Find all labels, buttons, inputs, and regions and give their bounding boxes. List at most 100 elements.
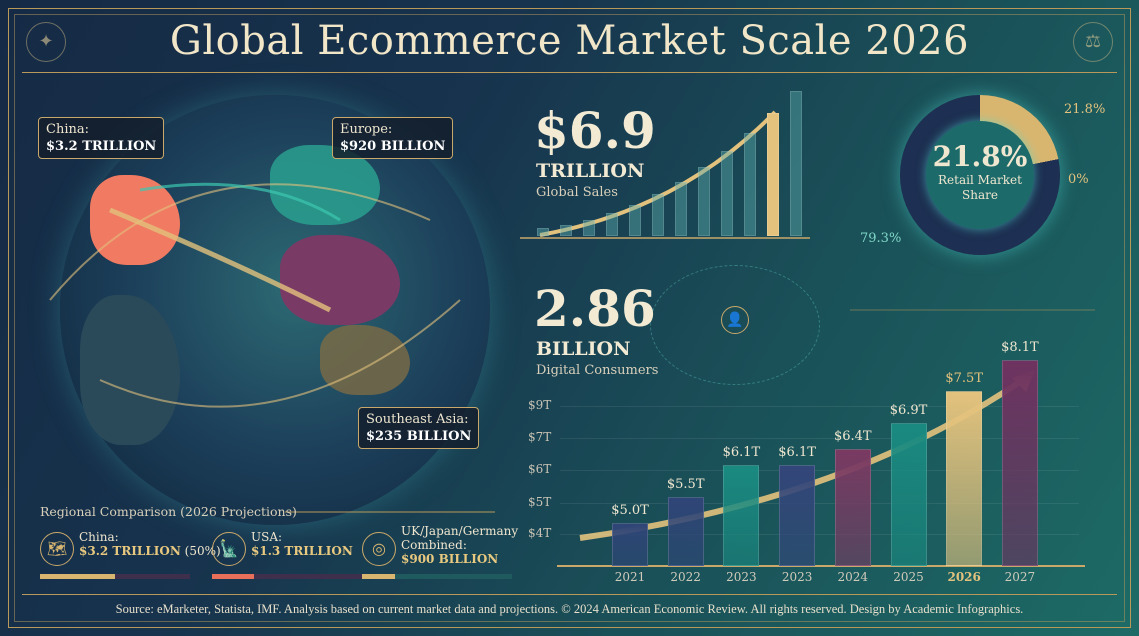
bar-2021: [612, 522, 648, 566]
x-tick-label: 2023: [781, 570, 813, 584]
region-bar-fill: [40, 574, 115, 579]
x-tick-label: 2026: [947, 570, 981, 584]
bar-value-label: $6.9T: [889, 402, 928, 418]
region-value: $1.3 TRILLION: [251, 544, 353, 558]
x-tick-label: 2023: [726, 570, 757, 584]
footer-divider: [22, 594, 1117, 595]
y-tick-label: $5T: [528, 495, 552, 509]
region-item: USA: $1.3 TRILLION: [251, 530, 381, 558]
region-item: China: $3.2 TRILLION (50%): [79, 530, 221, 558]
bar-2025: [890, 422, 927, 566]
trend-bar: [606, 213, 618, 236]
bar-value-label: $5.0T: [611, 502, 649, 518]
bar-2023: [779, 465, 816, 566]
x-tick-label: 2025: [893, 570, 924, 584]
sea-value: $235 BILLION: [366, 429, 472, 444]
bar-value-label: $7.5T: [945, 371, 983, 387]
trend-bar: [675, 181, 687, 236]
gridline: [560, 503, 1079, 504]
divider: [22, 72, 1117, 73]
trend-bar: [767, 113, 779, 236]
trend-bar: [537, 228, 549, 236]
region-bar-track: [40, 574, 190, 579]
sales-value: $6.9: [534, 101, 656, 160]
trend-bar: [790, 91, 802, 236]
europe-value: $920 BILLION: [340, 139, 446, 154]
region-bar-track: [362, 574, 512, 579]
bar-value-label: $6.1T: [778, 445, 816, 460]
europe-callout: Europe: $920 BILLION: [332, 117, 454, 159]
sea-region: [320, 325, 410, 395]
china-callout: China: $3.2 TRILLION: [38, 117, 165, 159]
x-tick-label: 2021: [614, 570, 646, 584]
y-tick-label: $4T: [528, 526, 552, 540]
region-icon-0: 🗺: [40, 532, 74, 566]
trend-bar: [721, 151, 733, 236]
region-value: $900 BILLION: [401, 552, 499, 566]
share-rest-label: 79.3%: [860, 231, 902, 246]
gridline: [560, 438, 1079, 439]
china-label: China:: [46, 122, 89, 137]
regional-heading: Regional Comparison (2026 Projections): [40, 504, 297, 519]
y-tick-label: $7T: [528, 430, 552, 444]
region-value: $3.2 TRILLION: [79, 544, 181, 558]
bar-2023: [723, 465, 760, 566]
share-zero-label: 0%: [1068, 172, 1089, 187]
region-icon-2: ◎: [362, 532, 396, 566]
region-bar-fill: [362, 574, 395, 579]
trend-bar: [652, 194, 664, 236]
china-value: $3.2 TRILLION: [46, 139, 157, 154]
network-graphic: 👤: [650, 265, 820, 385]
region-item: UK/Japan/Germany Combined: $900 BILLION: [401, 524, 521, 566]
trend-bar: [560, 225, 572, 236]
y-tick-label: $6T: [528, 462, 552, 476]
bar-value-label: $6.4T: [833, 429, 872, 445]
globe-map: [60, 95, 490, 525]
share-top-label: 21.8%: [1064, 102, 1106, 117]
trend-bar: [698, 167, 710, 236]
share-label-2: Share: [962, 188, 998, 202]
page-title: Global Ecommerce Market Scale 2026: [169, 18, 970, 64]
consumers-unit: BILLION: [536, 338, 631, 360]
footer-source: Source: eMarketer, Statista, IMF. Analys…: [115, 602, 1024, 616]
bar-value-label: $6.1T: [722, 445, 761, 460]
bar-2026: [946, 391, 983, 566]
y-tick-label: $9T: [528, 398, 552, 412]
china-region: [280, 235, 400, 325]
scales-icon: ⚖: [1073, 22, 1113, 62]
gridline: [560, 406, 1079, 407]
europe-label: Europe:: [340, 122, 393, 137]
consumers-label: Digital Consumers: [536, 363, 659, 378]
trend-bar: [744, 133, 756, 236]
x-tick-label: 2024: [837, 570, 869, 584]
region-bar-fill: [212, 574, 254, 579]
bar-value-label: $5.5T: [666, 476, 705, 492]
x-tick-label: 2027: [1004, 570, 1036, 584]
sales-label: Global Sales: [536, 185, 618, 200]
region-name: UK/Japan/Germany Combined:: [401, 524, 519, 552]
share-label-1: Retail Market: [938, 173, 1022, 187]
region-bar-track: [212, 574, 362, 579]
sales-unit: TRILLION: [536, 160, 645, 182]
donut-center: 21.8% Retail Market Share: [926, 121, 1034, 229]
trend-bar: [629, 204, 641, 236]
user-icon: 👤: [721, 306, 749, 334]
sea-label: Southeast Asia:: [366, 412, 469, 427]
bar-2027: [1001, 359, 1038, 566]
share-value: 21.8%: [932, 140, 1028, 173]
x-tick-label: 2022: [670, 570, 701, 584]
bar-value-label: $8.1T: [1001, 339, 1039, 355]
gridline: [560, 470, 1079, 471]
region-extra: (50%): [184, 544, 221, 558]
sea-callout: Southeast Asia: $235 BILLION: [358, 407, 480, 449]
seal-icon: ✦: [26, 22, 66, 62]
region-icon-1: 🗽: [212, 532, 246, 566]
region-name: China:: [79, 530, 119, 544]
bar-2024: [834, 449, 871, 566]
market-share-donut: 21.8% Retail Market Share: [900, 95, 1060, 255]
trend-bar: [583, 220, 595, 236]
gridline: [560, 534, 1079, 535]
consumers-value: 2.86: [534, 279, 656, 338]
south-america-region: [80, 295, 180, 445]
region-name: USA:: [251, 530, 283, 544]
